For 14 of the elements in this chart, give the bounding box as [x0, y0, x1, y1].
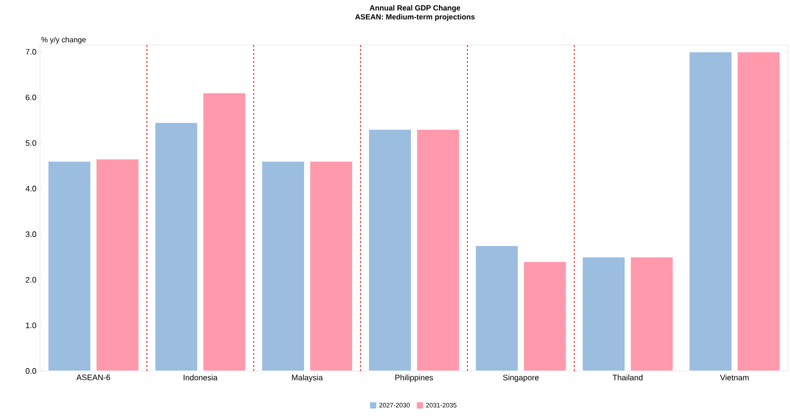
bar [523, 261, 567, 372]
bar [368, 128, 412, 372]
bar [688, 51, 732, 372]
bar [261, 160, 305, 372]
bar [309, 160, 353, 372]
bar [154, 122, 198, 372]
bar [416, 128, 460, 372]
bar [202, 92, 246, 372]
bar [48, 160, 92, 372]
bar [630, 256, 674, 372]
bar [475, 245, 519, 372]
bar [736, 51, 780, 372]
bar [582, 256, 626, 372]
bar [96, 158, 140, 372]
